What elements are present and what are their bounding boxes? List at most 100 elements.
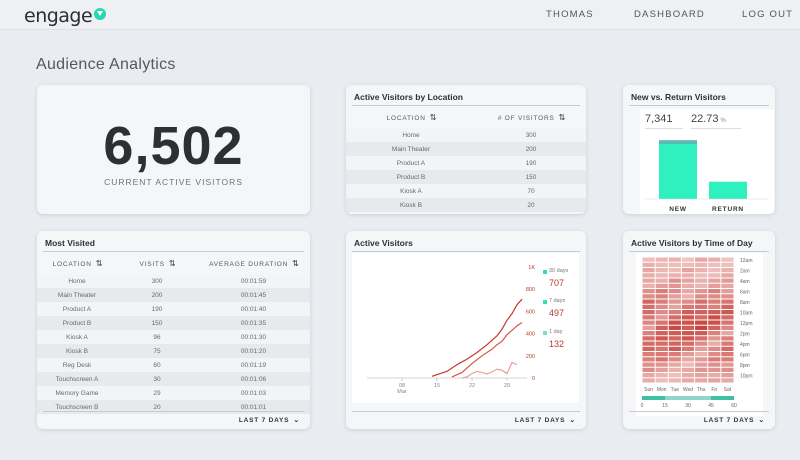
sort-icon[interactable]: ⇅ bbox=[95, 258, 103, 268]
cell-duration: 00:01:03 bbox=[197, 386, 310, 400]
heatmap-cell bbox=[642, 352, 655, 357]
heatmap-cell bbox=[695, 341, 708, 346]
legend-label-7-days: 7 days bbox=[549, 298, 566, 304]
table-row[interactable]: Home 300 bbox=[346, 128, 586, 142]
table-row[interactable]: Home 300 00:01:59 bbox=[37, 274, 310, 288]
cell-location: Main Theater bbox=[37, 288, 117, 302]
heatmap-cell bbox=[695, 378, 708, 383]
heatmap-cell bbox=[668, 299, 681, 304]
sort-icon[interactable]: ⇅ bbox=[558, 112, 566, 122]
date-range-label: LAST 7 DAYS bbox=[514, 417, 566, 424]
heatmap-cell bbox=[668, 362, 681, 367]
column-header-location[interactable]: LOCATION ⇅ bbox=[346, 106, 476, 128]
date-range-dropdown[interactable]: LAST 7 DAYS ⌄ bbox=[704, 416, 765, 424]
heatmap-cell bbox=[708, 367, 721, 372]
table-row[interactable]: Kiosk A 96 00:01:30 bbox=[37, 330, 310, 344]
cell-location: Product B bbox=[346, 170, 476, 184]
heatmap-cell bbox=[668, 373, 681, 378]
y-tick-label: 0 bbox=[532, 376, 535, 382]
nav-dashboard[interactable]: DASHBOARD bbox=[634, 9, 705, 20]
date-range-label: LAST 7 DAYS bbox=[703, 417, 755, 424]
heatmap-cell bbox=[668, 325, 681, 330]
date-range-dropdown[interactable]: LAST 7 DAYS ⌄ bbox=[239, 416, 300, 424]
legend-label-1-day: 1 day bbox=[549, 329, 563, 335]
table-row[interactable]: Main Theater 200 bbox=[346, 142, 586, 156]
column-label: VISITS bbox=[139, 260, 165, 268]
column-header-visits[interactable]: VISITS ⇅ bbox=[117, 252, 197, 274]
heatmap-cell bbox=[668, 331, 681, 336]
heatmap-cell bbox=[708, 362, 721, 367]
active-visitors-chart: 08 Mar 15 22 29 1K 800 600 400 200 0 30 days 707 7… bbox=[352, 253, 579, 403]
cell-location: Product A bbox=[37, 302, 117, 316]
heatmap-cell bbox=[721, 315, 734, 320]
cell-duration: 00:01:01 bbox=[197, 400, 310, 414]
table-row[interactable]: Kiosk B 75 00:01:20 bbox=[37, 344, 310, 358]
heatmap-cell bbox=[695, 367, 708, 372]
heatmap-cell bbox=[655, 257, 668, 262]
current-active-caption: CURRENT ACTIVE VISITORS bbox=[104, 177, 243, 187]
table-row[interactable]: Memory Game 29 00:01:03 bbox=[37, 386, 310, 400]
nav-logout[interactable]: LOG OUT bbox=[742, 9, 794, 20]
heatmap-cell bbox=[642, 304, 655, 309]
table-row[interactable]: Kiosk A 70 bbox=[346, 184, 586, 198]
cell-location: Kiosk A bbox=[346, 184, 476, 198]
table-row[interactable]: Product B 150 bbox=[346, 170, 586, 184]
scale-label: 15 bbox=[662, 403, 668, 409]
heatmap-cell bbox=[721, 378, 734, 383]
column-header-location[interactable]: LOCATION ⇅ bbox=[37, 252, 117, 274]
hour-label: 6pm bbox=[740, 353, 750, 359]
sort-icon[interactable]: ⇅ bbox=[292, 258, 299, 268]
new-return-card-title: New vs. Return Visitors bbox=[631, 92, 726, 102]
heatmap-cell bbox=[681, 320, 695, 325]
cell-duration: 00:01:30 bbox=[197, 330, 310, 344]
cell-visitors: 70 bbox=[476, 184, 586, 198]
return-unit: % bbox=[720, 118, 726, 124]
heatmap-cell bbox=[642, 378, 655, 383]
nav-user[interactable]: THOMAS bbox=[546, 9, 594, 20]
most-visited-card: Most Visited LOCATION ⇅ VISITS ⇅ AVERAGE D… bbox=[37, 231, 310, 429]
table-row[interactable]: Product A 190 bbox=[346, 156, 586, 170]
heatmap-cell bbox=[708, 352, 721, 357]
scale-segment bbox=[688, 396, 711, 400]
heatmap-cell bbox=[721, 362, 734, 367]
heatmap-cell bbox=[681, 262, 695, 267]
return-percent: 22.73 bbox=[691, 113, 719, 125]
heatmap-cell bbox=[681, 336, 695, 341]
table-row[interactable]: Touchscreen B 20 00:01:01 bbox=[37, 400, 310, 414]
heatmap-cell bbox=[681, 362, 695, 367]
heatmap-cell bbox=[721, 257, 734, 262]
heatmap-cell bbox=[695, 325, 708, 330]
cell-visitors: 190 bbox=[476, 156, 586, 170]
heatmap-cell bbox=[655, 331, 668, 336]
new-return-bars: NEW RETURN bbox=[645, 140, 769, 213]
logo[interactable]: engage bbox=[24, 5, 93, 27]
divider bbox=[629, 251, 769, 252]
date-range-dropdown[interactable]: LAST 7 DAYS ⌄ bbox=[515, 416, 576, 424]
column-header-duration[interactable]: AVERAGE DURATION ⇅ bbox=[197, 252, 310, 274]
heatmap-cell bbox=[642, 283, 655, 288]
heatmap-cell bbox=[681, 310, 695, 315]
sort-icon[interactable]: ⇅ bbox=[429, 112, 437, 122]
heatmap-cell bbox=[721, 331, 734, 336]
heatmap-cell bbox=[695, 257, 708, 262]
heatmap-cell bbox=[668, 320, 681, 325]
heatmap-cell bbox=[655, 341, 668, 346]
day-label: Sat bbox=[724, 387, 732, 393]
divider bbox=[629, 105, 769, 106]
heatmap-cell bbox=[681, 346, 695, 351]
sort-icon[interactable]: ⇅ bbox=[168, 258, 176, 268]
heatmap-cell bbox=[681, 373, 695, 378]
heatmap-cell bbox=[708, 373, 721, 378]
table-row[interactable]: Reg Desk 60 00:01:19 bbox=[37, 358, 310, 372]
heatmap-cell bbox=[708, 268, 721, 273]
heatmap-cell bbox=[721, 283, 734, 288]
column-header-visitors[interactable]: # OF VISITORS ⇅ bbox=[476, 106, 586, 128]
heatmap-cell bbox=[681, 294, 695, 299]
heatmap-cell bbox=[695, 299, 708, 304]
table-row[interactable]: Main Theater 200 00:01:45 bbox=[37, 288, 310, 302]
table-row[interactable]: Product A 190 00:01:40 bbox=[37, 302, 310, 316]
table-row[interactable]: Product B 150 00:01:35 bbox=[37, 316, 310, 330]
table-row[interactable]: Touchscreen A 30 00:01:06 bbox=[37, 372, 310, 386]
table-row[interactable]: Kiosk B 20 bbox=[346, 198, 586, 212]
